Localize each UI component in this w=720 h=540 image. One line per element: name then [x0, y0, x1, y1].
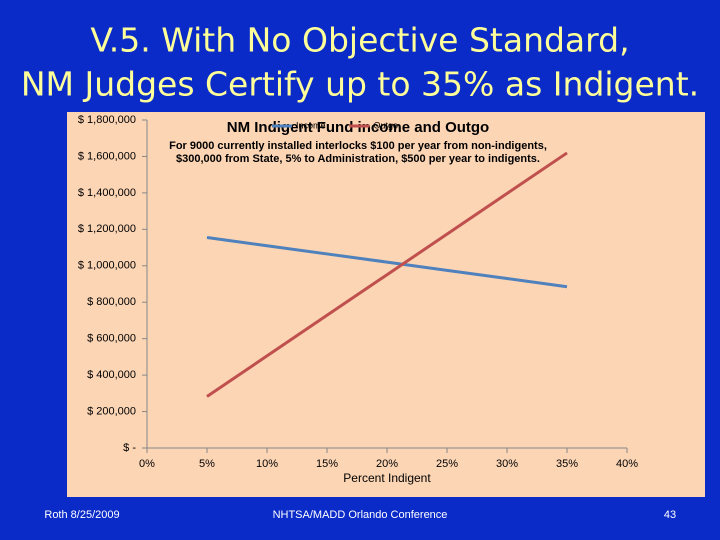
chart-subtitle: For 9000 currently installed interlocks … [169, 140, 547, 152]
slide-title: V.5. With No Objective Standard, [90, 21, 629, 60]
y-tick-label: $ 1,600,000 [78, 150, 136, 162]
legend-label: Outgo [374, 120, 399, 130]
x-tick-label: 10% [256, 458, 278, 470]
y-tick-label: $ - [123, 442, 136, 454]
x-tick-label: 25% [436, 458, 458, 470]
series-line [206, 151, 568, 398]
y-tick-label: $ 1,800,000 [78, 114, 136, 126]
x-tick-label: 0% [139, 458, 155, 470]
y-tick-label: $ 1,400,000 [78, 187, 136, 199]
y-tick-label: $ 200,000 [87, 405, 136, 417]
chart-subtitle: $300,000 from State, 5% to Administratio… [176, 153, 540, 165]
x-tick-label: 40% [616, 458, 638, 470]
x-axis-label: Percent Indigent [343, 471, 431, 485]
footer-left: Roth 8/25/2009 [44, 509, 119, 521]
series-line [206, 236, 568, 289]
y-tick-label: $ 400,000 [87, 369, 136, 381]
footer-center: NHTSA/MADD Orlando Conference [273, 509, 448, 521]
x-tick-label: 35% [556, 458, 578, 470]
x-tick-label: 30% [496, 458, 518, 470]
y-tick-label: $ 1,000,000 [78, 260, 136, 272]
y-tick-label: $ 600,000 [87, 333, 136, 345]
page-number: 43 [664, 509, 676, 521]
x-tick-label: 5% [199, 458, 215, 470]
x-tick-label: 20% [376, 458, 398, 470]
chart-area [67, 112, 705, 497]
y-tick-label: $ 1,200,000 [78, 223, 136, 235]
x-tick-label: 15% [316, 458, 338, 470]
y-tick-label: $ 800,000 [87, 296, 136, 308]
legend-label: Income [296, 120, 326, 130]
slide-title: NM Judges Certify up to 35% as Indigent. [21, 65, 699, 104]
